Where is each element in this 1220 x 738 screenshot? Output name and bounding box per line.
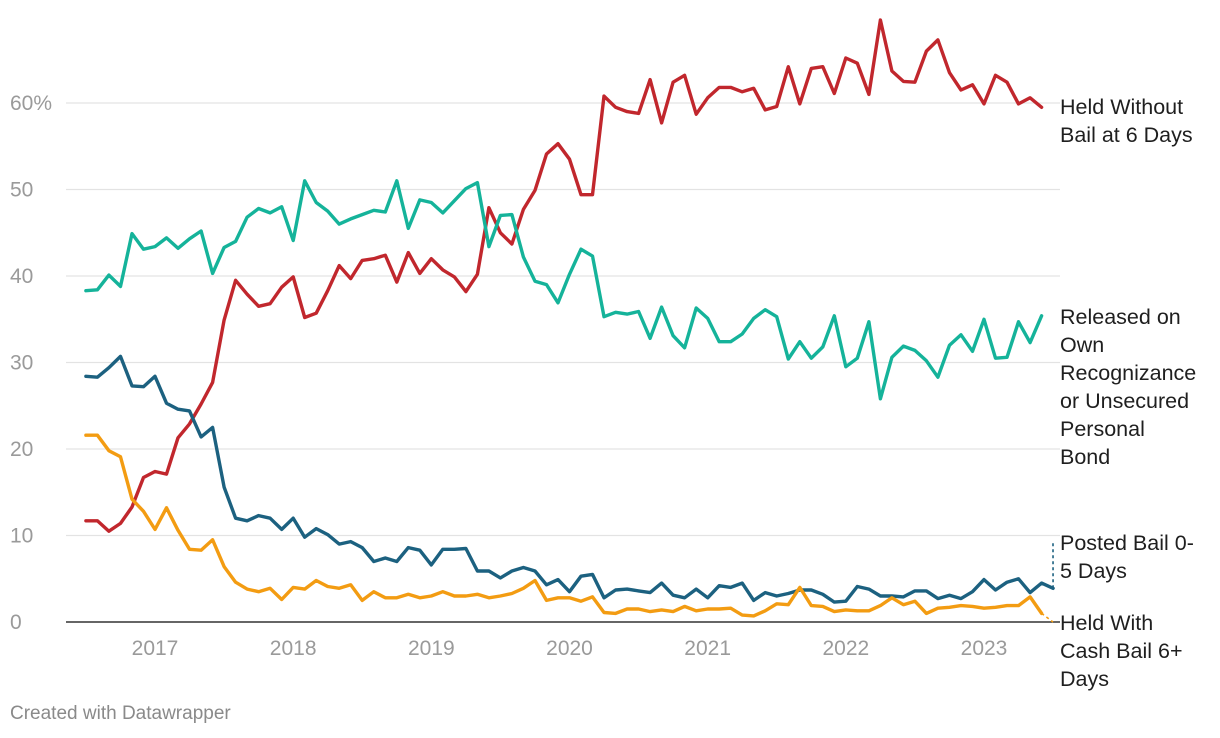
y-axis: 60% 50 40 30 20 10 0 xyxy=(10,92,52,634)
series-line-4 xyxy=(84,433,1044,618)
x-tick-label: 2020 xyxy=(546,637,593,660)
series-label-line: Days xyxy=(1060,667,1109,691)
series-label-line: Held With xyxy=(1060,611,1153,635)
x-axis: 2017 2018 2019 2020 2021 2022 2023 xyxy=(132,637,1008,660)
series-label-line: Recognizance xyxy=(1060,361,1196,385)
series-label-line: Bail at 6 Days xyxy=(1060,123,1193,147)
x-tick-label: 2023 xyxy=(961,637,1008,660)
series-label: Released on Own Recognizance or Unsecured Pe… xyxy=(1060,305,1196,469)
y-tick-label: 0 xyxy=(10,611,22,634)
series-line-3 xyxy=(84,354,1055,604)
series-label-line: Held Without xyxy=(1060,95,1183,119)
credit-text: Created with Datawrapper xyxy=(10,703,231,724)
x-tick-label: 2019 xyxy=(408,637,455,660)
gridlines xyxy=(66,102,1060,623)
y-tick-label: 50 xyxy=(10,179,33,202)
x-tick-label: 2017 xyxy=(132,637,179,660)
y-tick-label: 60% xyxy=(10,92,52,115)
x-tick-label: 2021 xyxy=(684,637,731,660)
series-lines xyxy=(84,18,1055,623)
series-label-line: Bond xyxy=(1060,445,1110,469)
x-tick-label: 2022 xyxy=(822,637,869,660)
series-label-line: Cash Bail 6+ xyxy=(1060,639,1183,663)
series-label-line: Released on xyxy=(1060,305,1181,329)
y-tick-label: 20 xyxy=(10,438,33,461)
series-label-line: Own xyxy=(1060,333,1104,357)
series-label-line: 5 Days xyxy=(1060,559,1127,583)
series-label-leader xyxy=(1041,612,1054,623)
series-label-line: or Unsecured xyxy=(1060,389,1189,413)
series-line-2 xyxy=(84,179,1044,401)
y-tick-label: 10 xyxy=(10,525,33,548)
series-label: Held With Cash Bail 6+ Days xyxy=(1060,611,1183,691)
series-line-1 xyxy=(84,18,1044,533)
series-label: Held Without Bail at 6 Days xyxy=(1060,95,1193,147)
y-tick-label: 30 xyxy=(10,352,33,375)
series-label: Posted Bail 0- 5 Days xyxy=(1060,531,1194,583)
y-tick-label: 40 xyxy=(10,265,33,288)
series-label-line: Posted Bail 0- xyxy=(1060,531,1194,555)
series-label-line: Personal xyxy=(1060,417,1145,441)
series-labels: Held Without Bail at 6 Days Released on Own… xyxy=(1060,95,1196,691)
x-tick-label: 2018 xyxy=(270,637,317,660)
